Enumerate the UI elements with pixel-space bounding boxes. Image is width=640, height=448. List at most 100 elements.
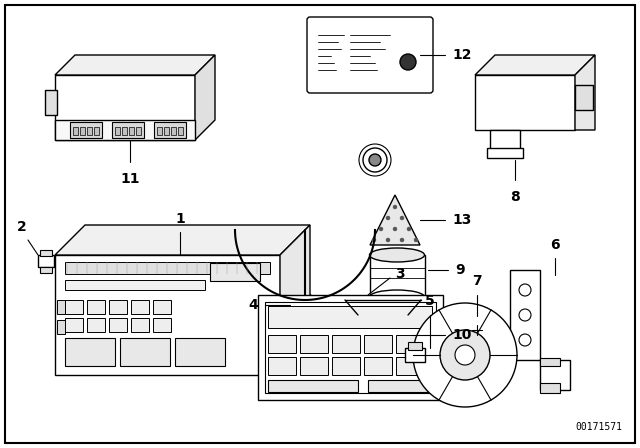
Circle shape	[393, 205, 397, 209]
Bar	[57, 320, 65, 334]
Bar	[258, 295, 443, 400]
Circle shape	[519, 334, 531, 346]
Bar	[487, 148, 523, 158]
Bar	[38, 255, 54, 267]
Text: 00171571: 00171571	[575, 422, 622, 432]
Bar	[300, 357, 328, 375]
Text: 5: 5	[425, 294, 435, 308]
FancyBboxPatch shape	[307, 17, 433, 93]
Bar	[73, 127, 78, 135]
Circle shape	[386, 238, 390, 242]
Bar	[129, 127, 134, 135]
Bar	[65, 318, 83, 332]
Bar	[370, 255, 425, 297]
Bar	[171, 127, 176, 135]
Circle shape	[400, 54, 416, 70]
Circle shape	[379, 227, 383, 231]
Bar	[65, 300, 83, 314]
Polygon shape	[370, 195, 420, 245]
Text: 9: 9	[455, 263, 465, 277]
Bar	[122, 127, 127, 135]
Circle shape	[386, 216, 390, 220]
Bar	[115, 127, 120, 135]
Polygon shape	[575, 55, 595, 130]
Circle shape	[519, 284, 531, 296]
Bar	[268, 306, 432, 328]
Bar	[131, 300, 149, 314]
Bar	[475, 75, 575, 130]
Text: 11: 11	[120, 172, 140, 186]
Bar	[210, 263, 260, 281]
Bar	[55, 75, 195, 140]
Bar	[164, 127, 169, 135]
Text: 1: 1	[175, 212, 185, 226]
Bar	[55, 120, 195, 140]
Bar	[332, 335, 360, 353]
Circle shape	[470, 323, 484, 337]
Bar	[157, 127, 162, 135]
Bar	[268, 380, 358, 392]
Bar	[87, 127, 92, 135]
Bar	[268, 335, 296, 353]
Text: 10: 10	[452, 328, 472, 342]
Text: 3: 3	[395, 267, 404, 281]
Ellipse shape	[369, 248, 424, 262]
Bar	[153, 318, 171, 332]
Bar	[300, 335, 328, 353]
Bar	[65, 338, 115, 366]
Text: 7: 7	[472, 274, 482, 288]
Text: 2: 2	[17, 220, 27, 234]
Circle shape	[413, 303, 517, 407]
Bar	[490, 130, 520, 150]
Bar	[178, 127, 183, 135]
Bar	[408, 342, 422, 350]
Bar	[80, 127, 85, 135]
Ellipse shape	[369, 290, 424, 304]
Bar	[358, 315, 408, 350]
Bar	[540, 358, 560, 366]
Bar	[40, 267, 52, 273]
Circle shape	[400, 238, 404, 242]
Text: 12: 12	[452, 48, 472, 62]
Polygon shape	[280, 225, 310, 375]
Bar	[364, 335, 392, 353]
Circle shape	[372, 238, 376, 242]
Bar	[65, 280, 205, 290]
Bar	[109, 318, 127, 332]
Bar	[540, 383, 560, 393]
Bar	[65, 262, 270, 274]
Bar	[87, 318, 105, 332]
Bar	[154, 122, 186, 138]
Polygon shape	[510, 270, 570, 390]
Circle shape	[400, 216, 404, 220]
Circle shape	[363, 148, 387, 172]
Bar	[57, 300, 65, 314]
Circle shape	[414, 238, 418, 242]
Bar	[396, 335, 424, 353]
Bar	[131, 318, 149, 332]
Bar	[364, 357, 392, 375]
Bar	[109, 300, 127, 314]
Circle shape	[463, 316, 491, 344]
Polygon shape	[195, 55, 215, 140]
Polygon shape	[302, 340, 308, 355]
Text: 13: 13	[452, 213, 472, 227]
Circle shape	[407, 227, 411, 231]
Text: 8: 8	[510, 190, 520, 204]
Bar	[55, 255, 280, 375]
Text: 4: 4	[248, 298, 258, 312]
Bar	[40, 250, 52, 256]
Bar	[70, 122, 102, 138]
Bar	[153, 300, 171, 314]
Bar	[265, 302, 436, 393]
Bar	[120, 338, 170, 366]
Polygon shape	[55, 225, 310, 255]
Bar	[368, 380, 428, 392]
Circle shape	[369, 154, 381, 166]
Polygon shape	[475, 55, 595, 75]
Circle shape	[440, 330, 490, 380]
Bar	[396, 357, 424, 375]
Circle shape	[519, 309, 531, 321]
Polygon shape	[299, 295, 311, 340]
Bar	[112, 122, 144, 138]
